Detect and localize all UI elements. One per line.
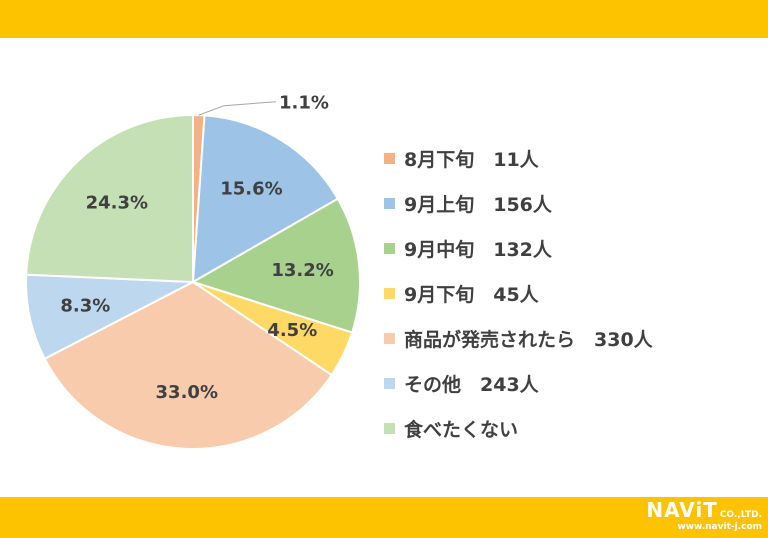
- data-label: 1.1%: [279, 93, 329, 114]
- legend-swatch: [384, 198, 395, 209]
- logo-url: www.navit-j.com: [677, 522, 762, 532]
- pie-slice: [25, 273, 197, 361]
- legend-swatch: [384, 333, 395, 344]
- legend-label: その他 243人: [404, 374, 539, 396]
- legend-swatch: [384, 243, 395, 254]
- legend-item: 食べたくない: [384, 406, 653, 451]
- data-label: 15.6%: [220, 179, 282, 200]
- legend-label: 9月下旬 45人: [404, 284, 539, 306]
- top-band: [0, 0, 768, 38]
- bottom-band: [0, 497, 768, 538]
- data-label: 24.3%: [86, 192, 148, 213]
- legend-item: その他 243人: [384, 361, 653, 406]
- data-label: 33.0%: [156, 382, 218, 403]
- legend-item: 9月下旬 45人: [384, 271, 653, 316]
- legend-swatch: [384, 153, 395, 164]
- logo-name: NAViT: [646, 498, 718, 522]
- pie-slice: [191, 114, 340, 284]
- legend-swatch: [384, 423, 395, 434]
- data-label: 4.5%: [267, 320, 317, 341]
- legend-label: 食べたくない: [404, 419, 519, 441]
- legend-item: 8月下旬 11人: [384, 136, 653, 181]
- pie-slice: [190, 197, 361, 334]
- legend-swatch: [384, 288, 395, 299]
- legend-item: 9月上旬 156人: [384, 181, 653, 226]
- legend-item: 9月中旬 132人: [384, 226, 653, 271]
- data-label: 13.2%: [271, 260, 333, 281]
- legend-label: 9月中旬 132人: [404, 239, 552, 261]
- legend-label: 商品が発売されたら 330人: [404, 329, 653, 351]
- data-label: 8.3%: [60, 296, 110, 317]
- pie-slice: [25, 113, 194, 284]
- logo-suffix: CO.,LTD.: [719, 510, 762, 520]
- legend-label: 9月上旬 156人: [404, 194, 552, 216]
- legend-label: 8月下旬 11人: [404, 149, 539, 171]
- pie-slice: [43, 280, 334, 450]
- company-logo: NAViT CO.,LTD. www.navit-j.com: [646, 500, 762, 533]
- pie-chart: 1.1% 15.6% 13.2% 4.5% 33.0% 8.3% 24.3%: [25, 93, 361, 450]
- legend-swatch: [384, 378, 395, 389]
- leader-line: [198, 101, 277, 116]
- legend-item: 商品が発売されたら 330人: [384, 316, 653, 361]
- chart-legend: 8月下旬 11人 9月上旬 156人 9月中旬 132人 9月下旬 45人商品が発売さ…: [384, 136, 653, 451]
